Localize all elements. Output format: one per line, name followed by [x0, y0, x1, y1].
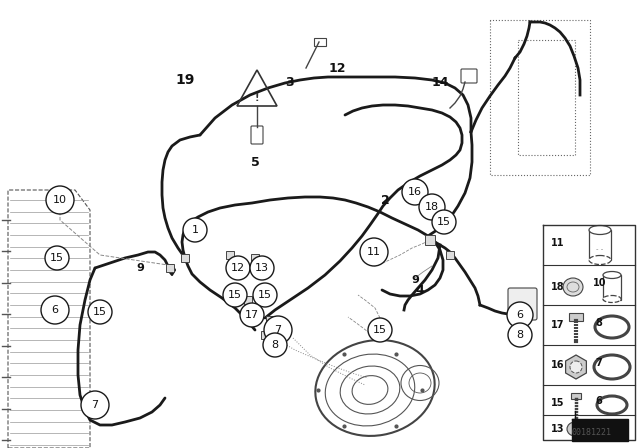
Circle shape	[45, 246, 69, 270]
Text: 2: 2	[381, 194, 389, 207]
Circle shape	[368, 318, 392, 342]
Ellipse shape	[589, 225, 611, 234]
Text: 15: 15	[258, 290, 272, 300]
Circle shape	[402, 179, 428, 205]
Bar	[571, 393, 581, 399]
Text: 18: 18	[551, 282, 564, 292]
Circle shape	[432, 210, 456, 234]
Text: 6: 6	[51, 305, 58, 315]
Text: 18: 18	[425, 202, 439, 212]
Text: 9: 9	[411, 275, 419, 285]
Text: 3: 3	[285, 76, 294, 89]
Circle shape	[41, 296, 69, 324]
Text: 7: 7	[595, 358, 602, 368]
Text: 16: 16	[551, 360, 564, 370]
Text: 10: 10	[53, 195, 67, 205]
Text: 9: 9	[136, 263, 144, 273]
Circle shape	[360, 238, 388, 266]
Ellipse shape	[603, 296, 621, 302]
Circle shape	[46, 186, 74, 214]
Text: 12: 12	[231, 263, 245, 273]
Text: 6: 6	[595, 396, 602, 406]
Text: 4: 4	[415, 284, 424, 297]
Circle shape	[240, 303, 264, 327]
Circle shape	[263, 333, 287, 357]
Text: 15: 15	[373, 325, 387, 335]
Text: 1: 1	[191, 225, 198, 235]
Text: 8: 8	[516, 330, 524, 340]
Circle shape	[88, 300, 112, 324]
Circle shape	[570, 361, 582, 373]
Text: 15: 15	[437, 217, 451, 227]
Text: !: !	[255, 93, 259, 103]
Text: 16: 16	[408, 187, 422, 197]
FancyBboxPatch shape	[226, 251, 234, 259]
Text: 11: 11	[551, 238, 564, 248]
Text: 14: 14	[431, 76, 449, 89]
Circle shape	[250, 256, 274, 280]
Polygon shape	[566, 355, 586, 379]
Text: 11: 11	[367, 247, 381, 257]
Text: 8: 8	[271, 340, 278, 350]
FancyBboxPatch shape	[266, 316, 274, 324]
Text: 7: 7	[92, 400, 99, 410]
Circle shape	[507, 302, 533, 328]
Circle shape	[419, 194, 445, 220]
Text: 15: 15	[50, 253, 64, 263]
FancyBboxPatch shape	[261, 331, 269, 339]
Text: 13: 13	[255, 263, 269, 273]
Circle shape	[81, 391, 109, 419]
FancyBboxPatch shape	[515, 314, 523, 322]
Text: 00181221: 00181221	[571, 427, 611, 436]
Bar	[569, 313, 583, 321]
Text: 6: 6	[516, 310, 524, 320]
FancyBboxPatch shape	[251, 254, 259, 262]
FancyBboxPatch shape	[99, 306, 107, 314]
Circle shape	[253, 283, 277, 307]
Text: 17: 17	[245, 310, 259, 320]
Bar	[603, 275, 621, 300]
FancyBboxPatch shape	[181, 254, 189, 262]
Bar	[589, 230, 611, 260]
FancyBboxPatch shape	[425, 235, 435, 245]
Text: 5: 5	[251, 155, 259, 168]
Text: - -: - -	[596, 246, 604, 252]
Circle shape	[508, 323, 532, 347]
Ellipse shape	[589, 255, 611, 264]
Text: 15: 15	[228, 290, 242, 300]
Text: 7: 7	[275, 325, 282, 335]
Text: 8: 8	[595, 318, 602, 328]
Ellipse shape	[563, 278, 583, 296]
FancyBboxPatch shape	[515, 304, 523, 312]
Text: 15: 15	[93, 307, 107, 317]
Circle shape	[264, 316, 292, 344]
Polygon shape	[572, 419, 628, 441]
Text: 12: 12	[328, 61, 346, 74]
FancyBboxPatch shape	[508, 288, 537, 320]
Circle shape	[226, 256, 250, 280]
Text: 10: 10	[593, 278, 607, 288]
Text: 13: 13	[551, 424, 564, 434]
FancyBboxPatch shape	[244, 296, 252, 304]
Ellipse shape	[567, 422, 583, 436]
Ellipse shape	[603, 271, 621, 279]
Circle shape	[223, 283, 247, 307]
FancyBboxPatch shape	[166, 264, 174, 272]
Text: 17: 17	[551, 320, 564, 330]
Text: 15: 15	[551, 398, 564, 408]
Circle shape	[183, 218, 207, 242]
Text: 19: 19	[175, 73, 195, 87]
FancyBboxPatch shape	[446, 251, 454, 259]
